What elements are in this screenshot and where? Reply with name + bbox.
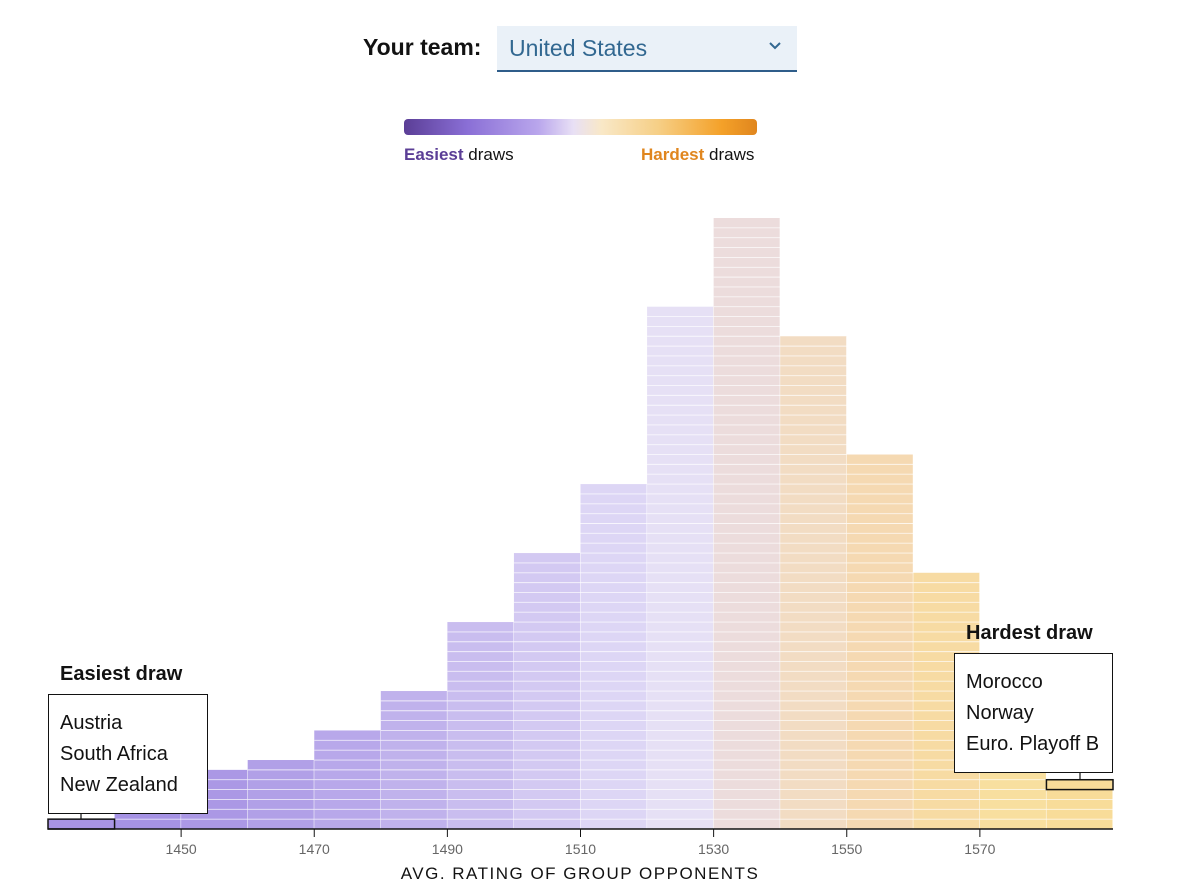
- x-tick-label-1570: 1570: [964, 841, 995, 857]
- hardest-draw-title: Hardest draw: [966, 622, 1093, 644]
- legend-hardest-label: Hardest draws: [641, 145, 754, 165]
- chevron-down-icon: [769, 42, 781, 50]
- easiest-team-2: South Africa: [60, 743, 168, 765]
- x-tick-label-1450: 1450: [166, 841, 197, 857]
- legend-hardest-word: Hardest: [641, 145, 705, 164]
- hardest-team-3: Euro. Playoff B: [966, 733, 1100, 755]
- x-axis-title: AVG. RATING OF GROUP OPPONENTS: [400, 864, 760, 883]
- easiest-draw-box: Austria South Africa New Zealand: [48, 694, 208, 814]
- hardest-draw-box: Morocco Norway Euro. Playoff B: [954, 653, 1113, 773]
- easiest-team-3: New Zealand: [60, 774, 178, 796]
- easiest-team-1: Austria: [60, 712, 123, 734]
- histogram-bar-1490: [447, 622, 514, 829]
- histogram-bar-1460: [247, 760, 315, 829]
- team-selector-row: Your team: United States: [0, 26, 1200, 74]
- x-tick-label-1490: 1490: [432, 841, 463, 857]
- legend-easiest-suffix: draws: [463, 145, 514, 164]
- histogram-bar-1510: [580, 484, 648, 829]
- difficulty-gradient-legend: [404, 119, 757, 135]
- x-tick-label-1550: 1550: [831, 841, 862, 857]
- team-label: Your team:: [363, 34, 482, 60]
- hardest-team-1: Morocco: [966, 671, 1043, 693]
- legend-easiest-word: Easiest: [404, 145, 464, 164]
- easiest-draw-marker: [47, 818, 116, 830]
- x-tick-label-1470: 1470: [299, 841, 330, 857]
- team-select[interactable]: United States: [497, 26, 797, 72]
- legend-easiest-label: Easiest draws: [404, 145, 514, 165]
- legend-hardest-suffix: draws: [704, 145, 755, 164]
- x-tick-label-1510: 1510: [565, 841, 596, 857]
- histogram-bar-1520: [647, 306, 714, 829]
- easiest-draw-title: Easiest draw: [60, 663, 183, 685]
- hardest-draw-marker: [1045, 778, 1114, 791]
- team-select-value: United States: [509, 35, 648, 61]
- x-tick-label-1530: 1530: [698, 841, 729, 857]
- hardest-team-2: Norway: [966, 702, 1034, 724]
